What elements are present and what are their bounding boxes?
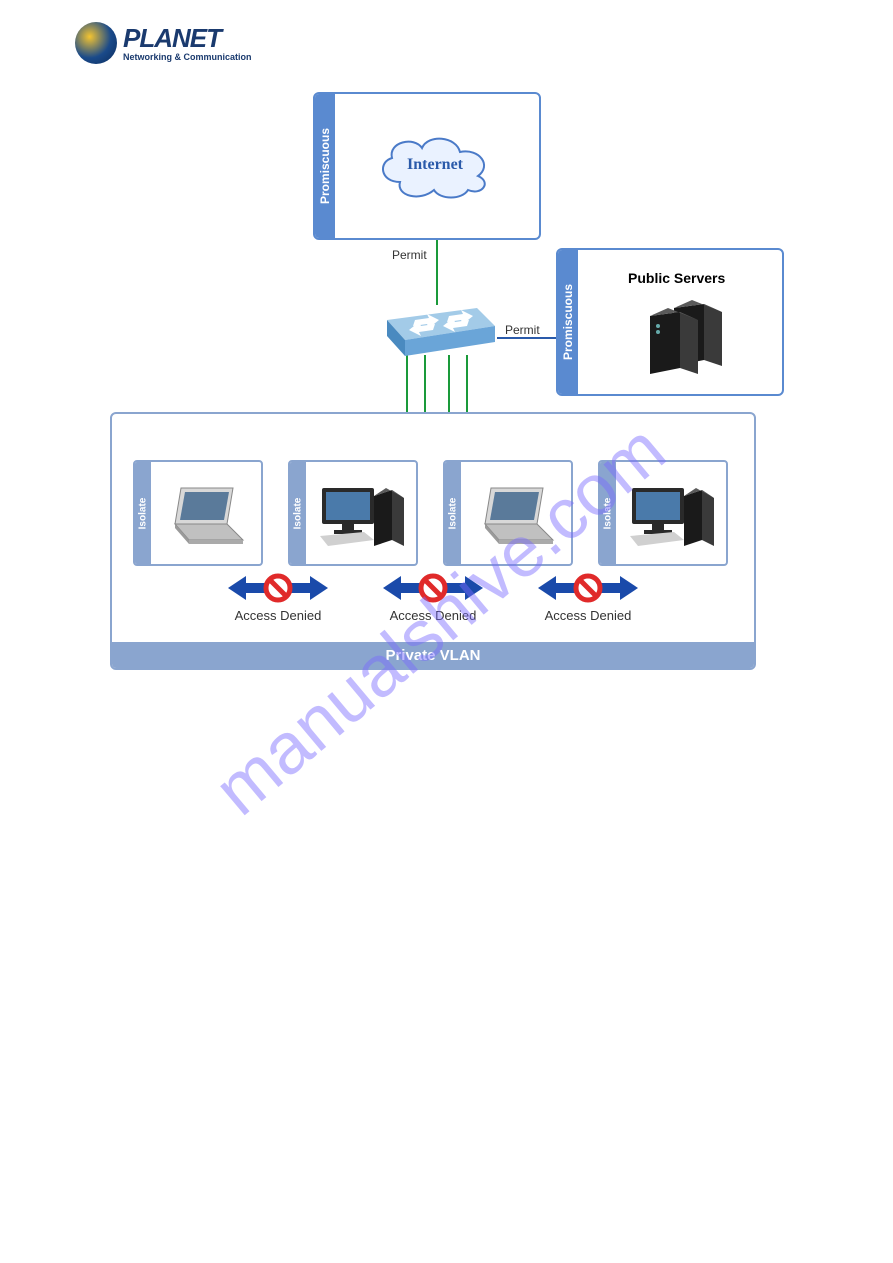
isolate-box-3: Isolate xyxy=(443,460,573,566)
cloud-label: Internet xyxy=(407,156,463,174)
switch-icon xyxy=(377,300,497,360)
access-denied-label-3: Access Denied xyxy=(545,608,632,623)
servers-icon xyxy=(644,298,734,383)
permit-label-2: Permit xyxy=(505,323,540,337)
zone-private-vlan: Private VLAN Isolate Isolate xyxy=(110,412,756,670)
zone-servers-header: Promiscuous xyxy=(558,250,578,394)
deny-arrow-icon-2 xyxy=(383,572,483,604)
public-servers-label: Public Servers xyxy=(628,270,725,286)
access-denied-label-1: Access Denied xyxy=(235,608,322,623)
laptop-icon-2 xyxy=(473,484,559,555)
isolate-tab-4: Isolate xyxy=(600,462,616,564)
access-denied-1: Access Denied xyxy=(228,572,328,623)
isolate-tab-3: Isolate xyxy=(445,462,461,564)
permit-label-1: Permit xyxy=(392,248,427,262)
isolate-box-2: Isolate xyxy=(288,460,418,566)
zone-servers-header-label: Promiscuous xyxy=(561,284,575,360)
access-denied-2: Access Denied xyxy=(383,572,483,623)
laptop-icon-1 xyxy=(163,484,249,555)
isolate-label-1: Isolate xyxy=(138,497,149,529)
zone-pvlan-label: Private VLAN xyxy=(385,647,480,664)
access-denied-label-2: Access Denied xyxy=(390,608,477,623)
deny-arrow-icon-3 xyxy=(538,572,638,604)
internet-cloud: Internet xyxy=(370,130,500,200)
isolate-label-4: Isolate xyxy=(603,497,614,529)
isolate-label-2: Isolate xyxy=(293,497,304,529)
desktop-icon-2 xyxy=(626,482,718,559)
desktop-icon-1 xyxy=(316,482,408,559)
zone-pvlan-footer: Private VLAN xyxy=(112,642,754,668)
isolate-tab-1: Isolate xyxy=(135,462,151,564)
zone-internet: Promiscuous Internet xyxy=(313,92,541,240)
network-switch xyxy=(377,300,497,355)
diagram-canvas: Promiscuous Internet Permit Promiscuous … xyxy=(0,0,893,700)
access-denied-3: Access Denied xyxy=(538,572,638,623)
isolate-label-3: Isolate xyxy=(448,497,459,529)
zone-internet-header: Promiscuous xyxy=(315,94,335,238)
isolate-box-1: Isolate xyxy=(133,460,263,566)
deny-arrow-icon-1 xyxy=(228,572,328,604)
isolate-tab-2: Isolate xyxy=(290,462,306,564)
zone-servers: Promiscuous Public Servers xyxy=(556,248,784,396)
isolate-box-4: Isolate xyxy=(598,460,728,566)
zone-internet-label: Promiscuous xyxy=(318,128,332,204)
